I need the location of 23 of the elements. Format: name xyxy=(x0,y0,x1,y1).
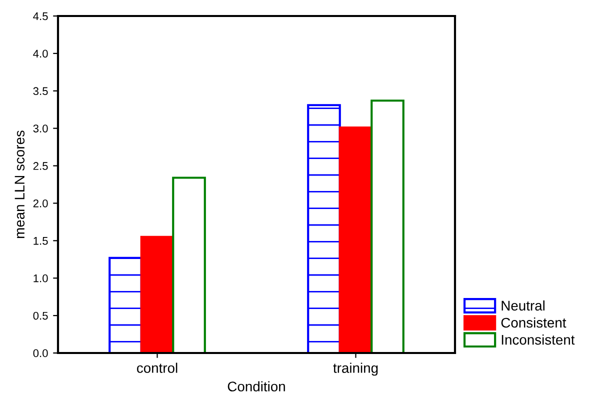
legend-label: Inconsistent xyxy=(502,334,575,345)
y-tick-label: 3.0 xyxy=(33,124,48,132)
y-tick-label: 0.5 xyxy=(33,312,48,320)
x-axis-title: Condition xyxy=(228,381,285,392)
bar xyxy=(108,256,142,353)
y-tick-label: 2.0 xyxy=(33,199,48,208)
legend-label: Neutral xyxy=(502,300,544,311)
y-tick-label: 0.0 xyxy=(33,349,48,358)
y-tick-label: 4.0 xyxy=(33,50,48,58)
legend-label: Consistent xyxy=(501,317,566,328)
bar xyxy=(140,236,174,353)
x-tick-label: control xyxy=(137,362,178,373)
bar xyxy=(370,100,404,353)
x-tick-label: training xyxy=(333,362,378,376)
y-axis-title: mean LLN scores xyxy=(14,130,25,238)
y-tick-label: 2.5 xyxy=(33,162,48,170)
bar xyxy=(172,176,206,353)
bar xyxy=(307,104,341,353)
y-tick-label: 4.5 xyxy=(33,12,48,20)
y-tick-label: 1.5 xyxy=(34,237,48,245)
bar xyxy=(338,126,373,353)
y-tick-label: 1.0 xyxy=(34,274,48,282)
y-tick-label: 3.5 xyxy=(33,87,48,96)
